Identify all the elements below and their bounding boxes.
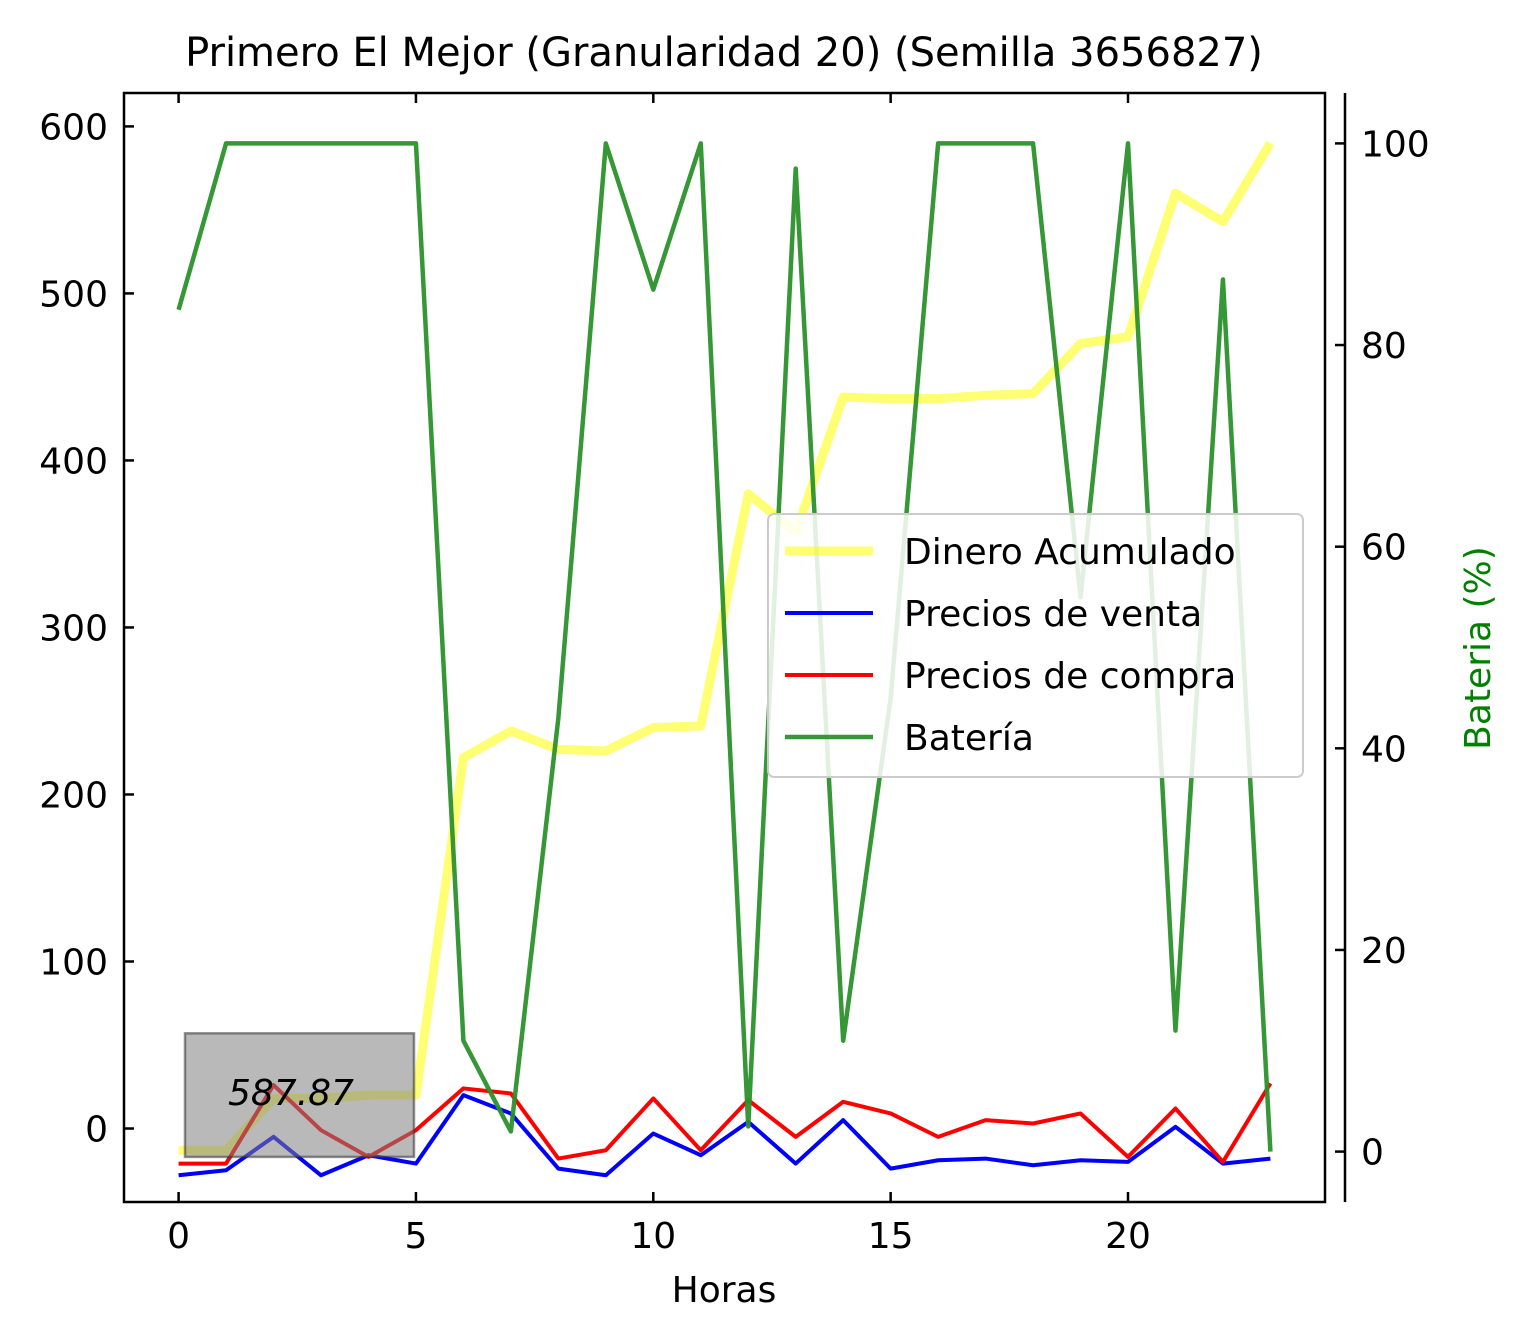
y-tick-label: 300 <box>39 608 108 649</box>
legend: Dinero Acumulado Precios de venta Precios … <box>767 513 1304 778</box>
y-tick-label: 100 <box>39 942 108 983</box>
legend-frame <box>767 513 1304 778</box>
x-tick-label: 15 <box>868 1216 914 1257</box>
y2-tick-label: 20 <box>1361 931 1407 972</box>
x-tick-label: 5 <box>404 1216 427 1257</box>
plot-area: 587.87 <box>176 140 1275 1178</box>
y2-tick-label: 40 <box>1361 729 1407 770</box>
y-tick-label: 0 <box>85 1110 108 1151</box>
x-tick-label: 20 <box>1105 1216 1151 1257</box>
x-tick-label: 0 <box>167 1216 190 1257</box>
annotation-background <box>183 1032 416 1159</box>
x-tick-label: 10 <box>630 1216 676 1257</box>
legend-label: Precios de compra <box>904 656 1236 697</box>
series-line-2 <box>178 1093 1271 1178</box>
y-tick-label: 400 <box>39 441 108 482</box>
x-axis-label: Horas <box>672 1270 777 1311</box>
y-tick-label: 500 <box>39 274 108 315</box>
legend-label: Dinero Acumulado <box>904 532 1236 573</box>
y-tick-label: 200 <box>39 775 108 816</box>
chart-title: Primero El Mejor (Granularidad 20) (Semi… <box>185 30 1263 76</box>
plot-frame <box>122 91 1327 1204</box>
legend-label: Batería <box>904 718 1034 759</box>
annotation-box: 587.87 <box>183 1032 416 1159</box>
y2-tick-label: 60 <box>1361 528 1407 569</box>
legend-label: Precios de venta <box>904 594 1202 635</box>
annotation-text: 587.87 <box>228 1073 354 1114</box>
y-tick-label: 600 <box>39 107 108 148</box>
y2-tick-label: 80 <box>1361 326 1407 367</box>
y2-tick-label: 0 <box>1361 1133 1384 1174</box>
y2-axis-label: Bateria (%) <box>1458 546 1499 750</box>
y2-tick-label: 100 <box>1361 124 1430 165</box>
